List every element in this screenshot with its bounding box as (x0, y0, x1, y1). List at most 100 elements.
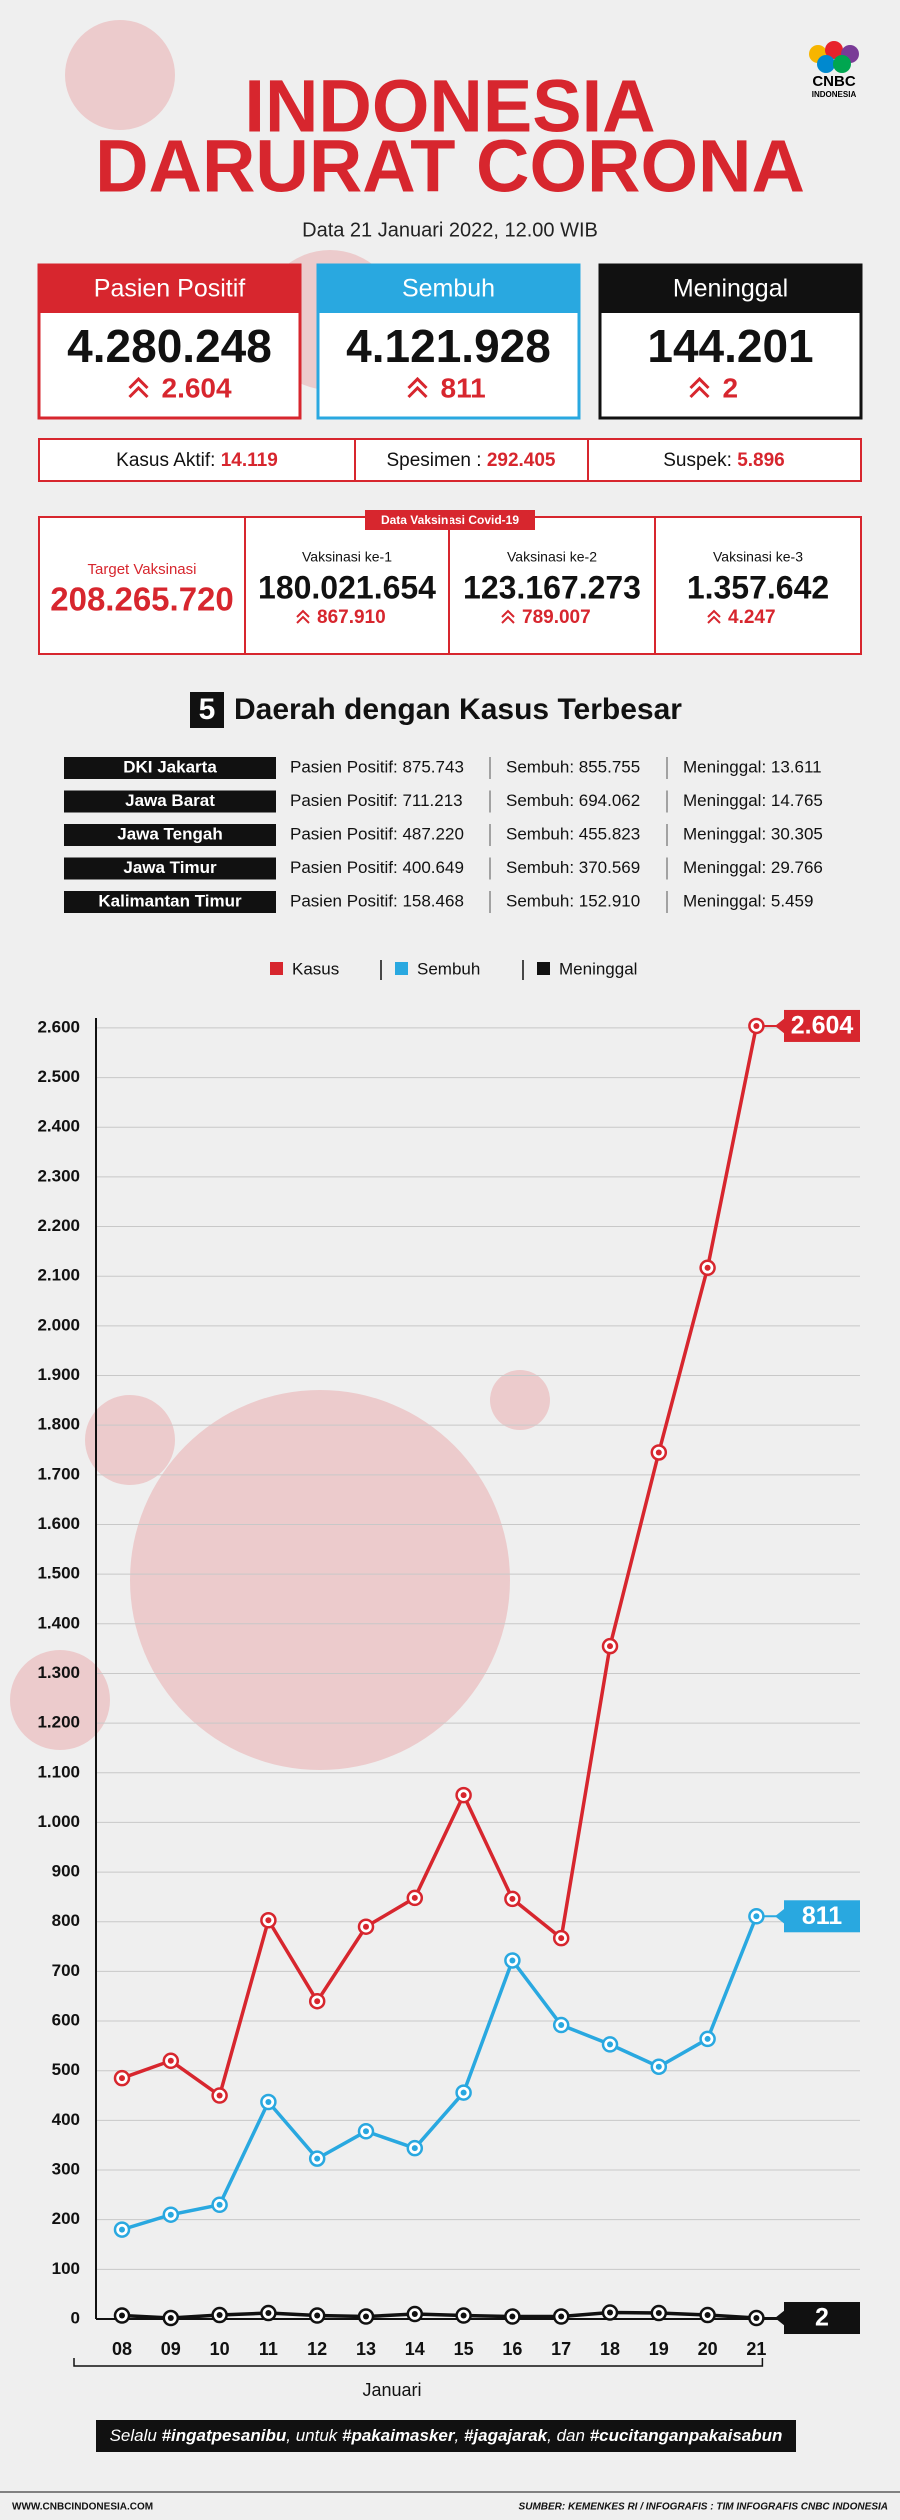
data-point-core (265, 1917, 272, 1924)
legend-swatch (270, 962, 283, 975)
region-positif: Pasien Positif: 400.649 (290, 858, 464, 877)
summary-label: Kasus Aktif: (116, 450, 215, 471)
source: SUMBER: KEMENKES RI / INFOGRAFIS : TIM I… (519, 2502, 888, 2513)
stat-label: Pasien Positif (94, 275, 246, 303)
y-tick-label: 2.400 (37, 1117, 80, 1136)
slogan-part: , dan (547, 2426, 590, 2445)
data-point-core (460, 2089, 467, 2096)
data-point-core (558, 1935, 565, 1942)
data-point-core (363, 2128, 369, 2135)
label-pointer (775, 1017, 785, 1034)
data-point-core (363, 1923, 369, 1930)
region-name-box (64, 891, 276, 913)
data-point-core (411, 2145, 418, 2152)
dose-label: Vaksinasi ke-2 (507, 549, 597, 565)
region-meninggal: Meninggal: 14.765 (683, 791, 823, 810)
data-point-core (216, 2312, 223, 2319)
up-arrow-icon (707, 609, 721, 624)
logo-text: CNBC (812, 73, 855, 90)
data-point-core (265, 2310, 272, 2317)
summary-label: Suspek: (663, 450, 732, 471)
data-point-core (119, 2226, 125, 2233)
title: DARURAT CORONA (95, 125, 805, 208)
up-arrow-icon (501, 609, 515, 624)
vaccine-title: Data Vaksinasi Covid-19 (381, 513, 519, 527)
y-tick-label: 900 (52, 1862, 80, 1881)
logo: CNBC INDONESIA (809, 41, 859, 99)
data-point-core (314, 1998, 321, 2005)
region-name: Kalimantan Timur (98, 891, 242, 910)
data-point-core (558, 2022, 565, 2029)
stat-header (39, 265, 300, 313)
region-name-box (64, 757, 276, 779)
data-point-core (655, 1449, 662, 1456)
data-point-core (753, 1022, 760, 1029)
data-point-core (216, 2201, 223, 2208)
y-tick-label: 1.300 (37, 1663, 80, 1682)
slogan: Selalu #ingatpesanibu, untuk #pakaimaske… (110, 2426, 783, 2445)
region-name: DKI Jakarta (123, 757, 217, 776)
data-point-core (607, 1643, 613, 1650)
x-tick-label: 13 (356, 2339, 376, 2359)
subtitle: Data 21 Januari 2022, 12.00 WIB (302, 219, 598, 241)
data-point-core (655, 2310, 662, 2317)
number-badge (190, 692, 224, 728)
region-meninggal: Meninggal: 29.766 (683, 858, 823, 877)
data-point-core (265, 2099, 272, 2106)
summary-item: Spesimen : 292.405 (386, 450, 555, 471)
region-sembuh: Sembuh: 855.755 (506, 757, 640, 776)
data-point-core (363, 2313, 369, 2320)
slogan-part: #cucitanganpakaisabun (590, 2426, 783, 2445)
region-meninggal: Meninggal: 5.459 (683, 891, 813, 910)
y-tick-label: 700 (52, 1961, 80, 1980)
data-point-core (314, 2155, 321, 2162)
stat-value: 144.201 (647, 320, 813, 372)
x-tick-label: 17 (551, 2339, 571, 2359)
region-number: 5 (199, 693, 216, 726)
data-point-core (704, 2035, 711, 2042)
value-label-box (784, 1900, 860, 1933)
series-line (121, 1915, 759, 2232)
y-tick-label: 1.100 (37, 1762, 80, 1781)
region-meninggal: Meninggal: 30.305 (683, 824, 823, 843)
y-tick-label: 200 (52, 2209, 80, 2228)
x-tick-label: 10 (210, 2339, 230, 2359)
x-tick-label: 15 (454, 2339, 474, 2359)
data-point-core (119, 2312, 125, 2319)
slogan-part: #ingatpesanibu (162, 2426, 287, 2445)
y-tick-label: 1.600 (37, 1514, 80, 1533)
summary-box (38, 438, 862, 482)
y-tick-label: 1.000 (37, 1812, 80, 1831)
region-positif: Pasien Positif: 711.213 (290, 791, 463, 810)
x-tick-label: 16 (502, 2339, 522, 2359)
stat-change: 811 (441, 372, 486, 403)
dose-change: 789.007 (522, 607, 591, 628)
data-point-core (314, 2312, 321, 2319)
region-positif: Pasien Positif: 487.220 (290, 824, 464, 843)
data-point-core (411, 1894, 418, 1901)
up-arrow-icon (407, 376, 428, 399)
region-name: Jawa Timur (123, 858, 217, 877)
label-pointer (775, 2310, 785, 2327)
y-tick-label: 2.000 (37, 1315, 80, 1334)
legend-label: Kasus (292, 959, 339, 978)
x-tick-label: 11 (259, 2339, 278, 2359)
region-sembuh: Sembuh: 152.910 (506, 891, 640, 910)
legend-swatch (537, 962, 550, 975)
data-point-core (509, 2313, 516, 2320)
stat-change: 2.604 (162, 372, 232, 403)
x-tick-label: 19 (649, 2339, 669, 2359)
data-point-core (509, 1895, 516, 1902)
dose-value: 180.021.654 (258, 569, 436, 605)
data-point-core (704, 2312, 711, 2319)
region-name: Jawa Barat (125, 791, 215, 810)
slogan-bar (96, 2420, 796, 2452)
y-tick-label: 100 (52, 2259, 80, 2278)
y-tick-label: 1.200 (37, 1713, 80, 1732)
summary-value: 14.119 (221, 450, 278, 471)
up-arrow-icon (128, 376, 149, 399)
x-tick-label: 21 (746, 2339, 766, 2359)
value-label-box (784, 1009, 860, 1042)
region-name: Jawa Tengah (117, 824, 223, 843)
x-tick-label: 08 (112, 2339, 132, 2359)
